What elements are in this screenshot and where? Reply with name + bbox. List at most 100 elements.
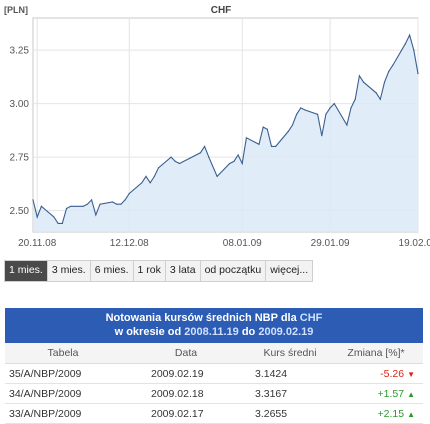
arrow-down-icon: ▼ [407,369,415,379]
data-point [354,98,356,100]
col-kurs[interactable]: Kurs średni [251,343,329,364]
data-point [199,152,201,154]
price-chart: 2.50 2.75 3.00 3.25 20.11.08 12.12.08 08.01.09… [4,5,430,249]
data-point [266,128,268,130]
data-point [178,162,181,165]
data-point [53,216,55,218]
data-point [153,175,155,177]
data-point [40,205,43,207]
cell-tabela: 33/A/NBP/2009 [5,403,121,424]
table-row: 34/A/NBP/2009 2009.02.18 3.3167 +1.57 ▲ [5,383,423,404]
nbp-rates-panel: Notowania kursów średnich NBP dla CHF w … [5,308,423,424]
range-button[interactable]: więcej... [266,261,313,281]
table-header-currency[interactable]: CHF [299,312,323,324]
data-point [392,64,394,66]
data-point [363,81,365,83]
data-point [91,199,93,201]
col-data[interactable]: Data [121,343,251,364]
data-point [124,199,126,201]
data-point [417,73,419,75]
range-button[interactable]: od początku [200,261,267,281]
range-button[interactable]: 6 mies. [90,261,134,281]
data-point [413,49,415,51]
series-line [32,33,419,224]
data-point [95,214,97,216]
cell-zmiana: +1.57 ▲ [329,383,423,404]
data-point [388,70,390,73]
range-selector: 1 mies. 3 mies. 6 mies. 1 rok 3 lata od począ… [4,260,314,282]
data-point [149,182,151,184]
change-value: +1.57 [377,387,405,400]
data-point [321,135,323,137]
data-point [229,162,231,165]
data-point [233,160,235,162]
cell-data: 2009.02.19 [121,363,251,384]
data-point [86,203,88,205]
cell-tabela: 35/A/NBP/2009 [5,363,121,384]
data-point [258,143,260,145]
arrow-up-icon: ▲ [407,409,415,419]
table-header-prefix: Notowania kursów średnich NBP dla [105,312,297,324]
table-header-line2: w okresie od 2008.11.19 do 2009.02.19 [5,325,423,339]
data-point [291,124,294,126]
data-point [157,167,160,169]
table-header-line1: Notowania kursów średnich NBP dla CHF [5,311,423,325]
cell-zmiana: +2.15 ▲ [329,403,423,424]
data-point [287,130,289,132]
data-point [70,205,72,207]
data-point [145,175,147,177]
range-button[interactable]: 1 rok [133,261,166,281]
data-point [120,203,122,205]
table-row: 35/A/NBP/2009 2009.02.19 3.1424 -5.26 ▼ [5,363,423,384]
series-area [33,35,418,232]
data-point [358,75,360,77]
col-zmiana[interactable]: Zmiana [%]* [329,343,423,364]
change-value: -5.26 [380,367,405,380]
change-value: +2.15 [377,407,405,420]
data-point [216,175,218,177]
range-button[interactable]: 1 mies. [5,261,48,281]
y-tick-label: 3.00 [10,99,30,110]
data-point [237,154,239,156]
chart-title: CHF [211,5,232,16]
col-tabela[interactable]: Tabela [5,343,121,364]
table-row: 33/A/NBP/2009 2009.02.17 3.2655 +2.15 ▲ [5,403,423,424]
data-point [61,222,63,224]
data-point [304,109,306,111]
cell-tabela: 34/A/NBP/2009 [5,383,121,404]
data-point [383,81,386,83]
data-point [317,113,319,115]
y-axis-unit: [PLN] [4,5,28,15]
y-tick-label: 2.75 [10,153,30,164]
table-header-period-prefix: w okresie od [114,326,182,338]
data-point [379,98,381,100]
data-point [65,207,68,210]
cell-kurs: 3.2655 [251,403,329,424]
cell-zmiana: -5.26 ▼ [329,363,423,384]
table-header-date-from: 2008.11.19 [184,326,239,338]
data-point [111,201,114,203]
data-point [300,107,302,109]
data-point [409,34,411,36]
x-tick-label: 29.01.09 [311,238,350,249]
chart-area: 2.50 2.75 3.00 3.25 20.11.08 12.12.08 08.01.09… [4,5,430,249]
data-point [57,222,59,224]
data-point [128,192,130,195]
data-point [245,137,247,139]
cell-data: 2009.02.17 [121,403,251,424]
data-point [170,156,172,158]
data-point [329,107,331,109]
range-button[interactable]: 3 lata [165,261,201,281]
data-point [333,103,335,105]
range-button[interactable]: 3 mies. [47,261,91,281]
cell-kurs: 3.1424 [251,363,329,384]
data-point [275,145,277,147]
data-point [296,113,298,115]
data-point [208,156,210,158]
data-point [375,92,377,94]
y-tick-label: 3.25 [10,46,30,57]
data-point [204,145,206,147]
data-point [270,145,273,147]
rates-table: Tabela Data Kurs średni Zmiana [%]* 35/A… [5,343,423,424]
cell-data: 2009.02.18 [121,383,251,404]
